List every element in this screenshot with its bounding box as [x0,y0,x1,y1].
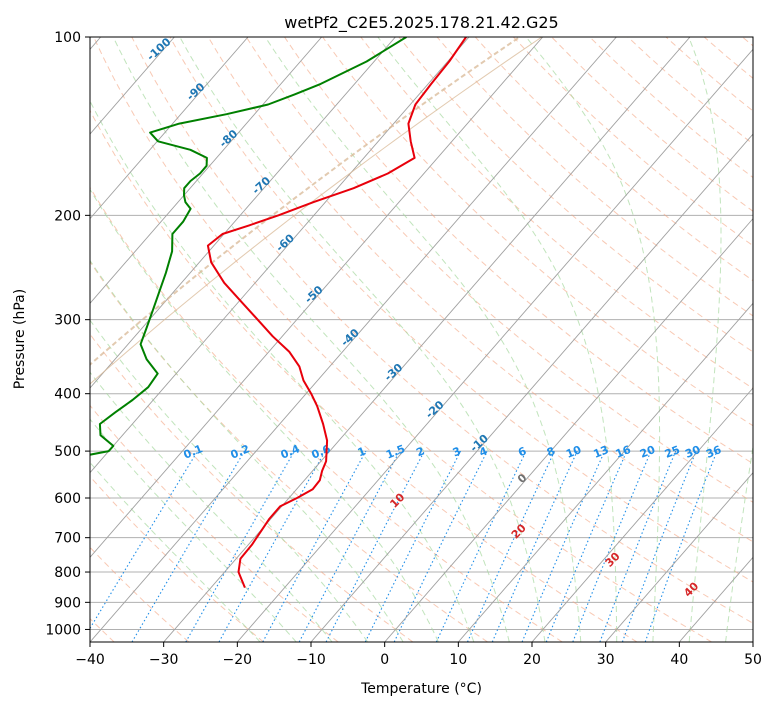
dry-adiabat-line [90,109,638,642]
mixing-ratio-label: 30 [683,443,702,461]
mixing-ratio-label: 25 [663,443,682,461]
mixing-ratio-line [491,450,578,642]
mixing-ratio-line [545,450,628,642]
x-tick-label: −20 [223,652,253,668]
x-axis-label: Temperature (°C) [360,681,482,697]
hgz-curve [90,37,521,366]
moist-adiabat-line [725,443,753,642]
dry-adiabat-line [93,37,712,642]
dry-adiabat-line [398,37,753,353]
dry-adiabat-line [131,37,753,624]
mixing-ratio-line [218,450,326,642]
dry-adiabat-line [513,37,753,247]
moist-adiabat-line [525,37,661,642]
chart-title: wetPf2_C2E5.2025.178.21.42.G25 [284,13,558,33]
isotherm-line [90,37,323,304]
mixing-ratio-label: 10 [564,443,583,461]
y-tick-label: 400 [54,387,81,403]
x-tick-label: −10 [296,652,326,668]
temperature-line [206,37,467,588]
plot-frame [89,36,754,643]
y-tick-label: 500 [54,444,81,460]
isotherm-line [457,302,753,642]
mixing-ratio-line [466,450,556,642]
isotherm-line [90,37,544,558]
hgz-curve [90,37,543,385]
dry-adiabat-line [627,37,753,145]
mixing-ratio-line [435,450,527,642]
mixing-ratio-line [185,450,295,642]
dry-adiabat-line [169,37,753,583]
dry-adiabat-line [245,37,753,503]
isotherm-line [605,471,753,642]
mixing-ratio-line [393,450,488,642]
dewpoint-line [90,37,407,456]
mixing-ratio-label: 16 [614,443,633,461]
dry-adiabat-line [322,37,753,427]
isotherm-line [236,48,753,642]
moist-adiabat-line [179,37,546,642]
isotherm-line [90,37,249,220]
sounding-series [90,37,467,588]
isotherm-line [90,37,617,642]
axes: −40 −30 −20 −10 0 10 20 30 40 50 100 200 300 400 500 60… [45,30,762,668]
x-tick-label: −40 [75,652,105,668]
y-tick-label: 800 [54,565,81,581]
isotherm-line [310,133,753,642]
dry-adiabat-line [360,37,753,390]
mixing-ratio-label: 2 [414,444,426,459]
mixing-ratio-label: 3 [451,444,463,459]
x-tick-label: 30 [597,652,615,668]
mixing-ratio-line [90,450,199,630]
moist-adiabat-line [264,37,582,642]
moist-adiabat-line [90,371,333,642]
y-tick-label: 200 [54,208,81,224]
x-tick-label: 50 [744,652,762,668]
moist-adiabat-line [90,319,369,642]
y-tick-label: 1000 [45,622,81,638]
mixing-ratio-label: 20 [638,443,657,461]
moist-adiabat-line [112,37,510,642]
mixing-ratio-line [521,450,606,642]
dry-adiabat-line [474,37,753,282]
mixing-ratio-line [131,450,245,642]
moist-adiabat-line [90,418,297,642]
y-tick-label: 900 [54,595,81,611]
mixing-ratio-label: 36 [704,443,723,461]
mixing-ratio-lines [90,450,718,642]
y-tick-label: 100 [54,30,81,46]
isotherm-line [90,37,470,474]
mixing-ratio-label: 8 [545,444,557,459]
y-axis-label: Pressure (hPa) [12,289,28,389]
x-tick-label: 40 [670,652,688,668]
x-tick-label: −30 [149,652,179,668]
plot-background [90,37,753,642]
isotherm-line [384,217,753,642]
x-tick-label: 10 [449,652,467,668]
y-tick-label: 700 [54,531,81,547]
isotherm-line [90,37,396,389]
mixing-ratio-line [262,450,367,642]
dry-adiabat-line [90,186,563,642]
y-tick-label: 300 [54,313,81,329]
dry-adiabat-line [90,475,264,642]
x-tick-label: 20 [523,652,541,668]
hgz-curves [90,37,543,385]
moist-adiabat-line [90,461,261,642]
isotherm-line [163,37,691,642]
moist-adiabat-line [90,259,404,642]
mixing-ratio-label: 1 [356,445,368,460]
y-tick-label: 600 [54,491,81,507]
x-tick-label: 0 [380,652,389,668]
moist-adiabat-line [90,100,475,642]
isotherm-line [531,387,753,642]
moist-adiabat-line [688,37,722,642]
isotherms [90,37,753,642]
mixing-ratio-label: 13 [592,443,611,461]
